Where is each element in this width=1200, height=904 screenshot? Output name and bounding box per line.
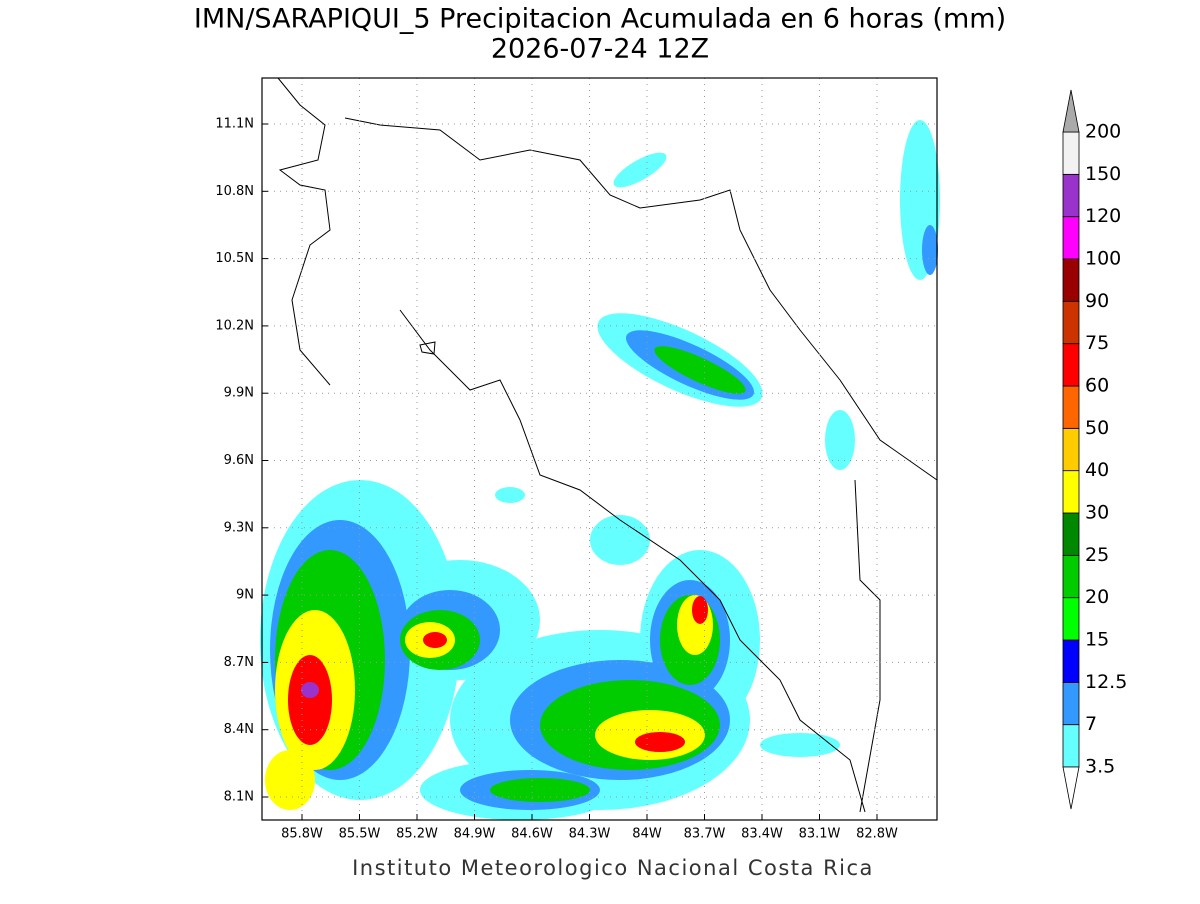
footer: Instituto Meteorologico Nacional Costa R… xyxy=(352,856,874,880)
colorbar-label: 25 xyxy=(1085,544,1109,566)
colorbar-label: 12.5 xyxy=(1085,671,1127,693)
colorbar-label: 3.5 xyxy=(1085,756,1115,778)
colorbar-swatch xyxy=(1062,216,1080,260)
lon-label: 83.4W xyxy=(741,827,783,842)
colorbar-swatch xyxy=(1062,385,1080,429)
lon-label: 84.3W xyxy=(569,827,611,842)
lon-label: 83.1W xyxy=(799,827,841,842)
colorbar-label: 15 xyxy=(1085,629,1109,651)
colorbar-swatch xyxy=(1062,512,1080,556)
colorbar-label: 100 xyxy=(1085,248,1121,270)
precipitation-field xyxy=(260,120,940,820)
lon-label: 85.2W xyxy=(396,827,438,842)
colorbar-swatch xyxy=(1062,681,1080,726)
lat-label: 9.6N xyxy=(224,453,254,468)
colorbar-label: 7 xyxy=(1085,713,1097,735)
lon-label: 82.8W xyxy=(856,827,898,842)
colorbar-swatch xyxy=(1062,554,1080,599)
colorbar-label: 60 xyxy=(1085,375,1109,397)
lon-label: 84.9W xyxy=(454,827,496,842)
map-frame xyxy=(261,77,938,821)
colorbar-label: 40 xyxy=(1085,459,1109,481)
colorbar-label: 90 xyxy=(1085,290,1109,312)
colorbar-label: 120 xyxy=(1085,205,1121,227)
colorbar-swatch xyxy=(1062,258,1080,302)
colorbar-swatch xyxy=(1062,724,1080,768)
lat-label: 8.4N xyxy=(224,722,254,737)
colorbar-under xyxy=(1062,766,1080,810)
colorbar-label: 75 xyxy=(1085,332,1109,354)
colorbar-swatch xyxy=(1062,639,1080,683)
lat-label: 8.7N xyxy=(224,655,254,670)
colorbar-label: 150 xyxy=(1085,163,1121,185)
colorbar-label: 20 xyxy=(1085,586,1109,608)
title: IMN/SARAPIQUI_5 Precipitacion Acumulada … xyxy=(194,4,1006,35)
colorbar-over xyxy=(1062,89,1080,133)
lat-label: 10.5N xyxy=(215,251,254,266)
axes: 11.1N 10.8N 10.5N 10.2N 9.9N 9.6N 9.3N 9N 8.7N 8.… xyxy=(215,78,937,842)
colorbar-swatch xyxy=(1062,470,1080,514)
lon-label: 83.7W xyxy=(684,827,726,842)
colorbar-swatch xyxy=(1062,300,1080,345)
lat-label: 8.1N xyxy=(224,790,254,805)
lat-label: 9.3N xyxy=(224,520,254,535)
lon-label: 84W xyxy=(632,827,662,842)
colorbar-swatch xyxy=(1062,427,1080,472)
colorbar-label: 50 xyxy=(1085,417,1109,439)
colorbar-swatch xyxy=(1062,173,1080,218)
lon-label: 85.5W xyxy=(339,827,381,842)
colorbar-label: 30 xyxy=(1085,502,1109,524)
lat-label: 9.9N xyxy=(224,386,254,401)
subtitle: 2026-07-24 12Z xyxy=(491,34,709,65)
lat-label: 10.8N xyxy=(215,184,254,199)
lat-label: 11.1N xyxy=(215,117,254,132)
lat-label: 9N xyxy=(236,588,254,603)
colorbar-swatch xyxy=(1062,343,1080,387)
lon-label: 85.8W xyxy=(281,827,323,842)
colorbar-swatch xyxy=(1062,597,1080,641)
colorbar-swatch xyxy=(1062,131,1080,175)
lat-label: 10.2N xyxy=(215,318,254,333)
colorbar: 3.5 7 12.5 15 20 25 30 40 50 60 75 90 100 120 150 200 xyxy=(1062,89,1127,810)
colorbar-label: 200 xyxy=(1085,121,1121,143)
lon-label: 84.6W xyxy=(511,827,553,842)
